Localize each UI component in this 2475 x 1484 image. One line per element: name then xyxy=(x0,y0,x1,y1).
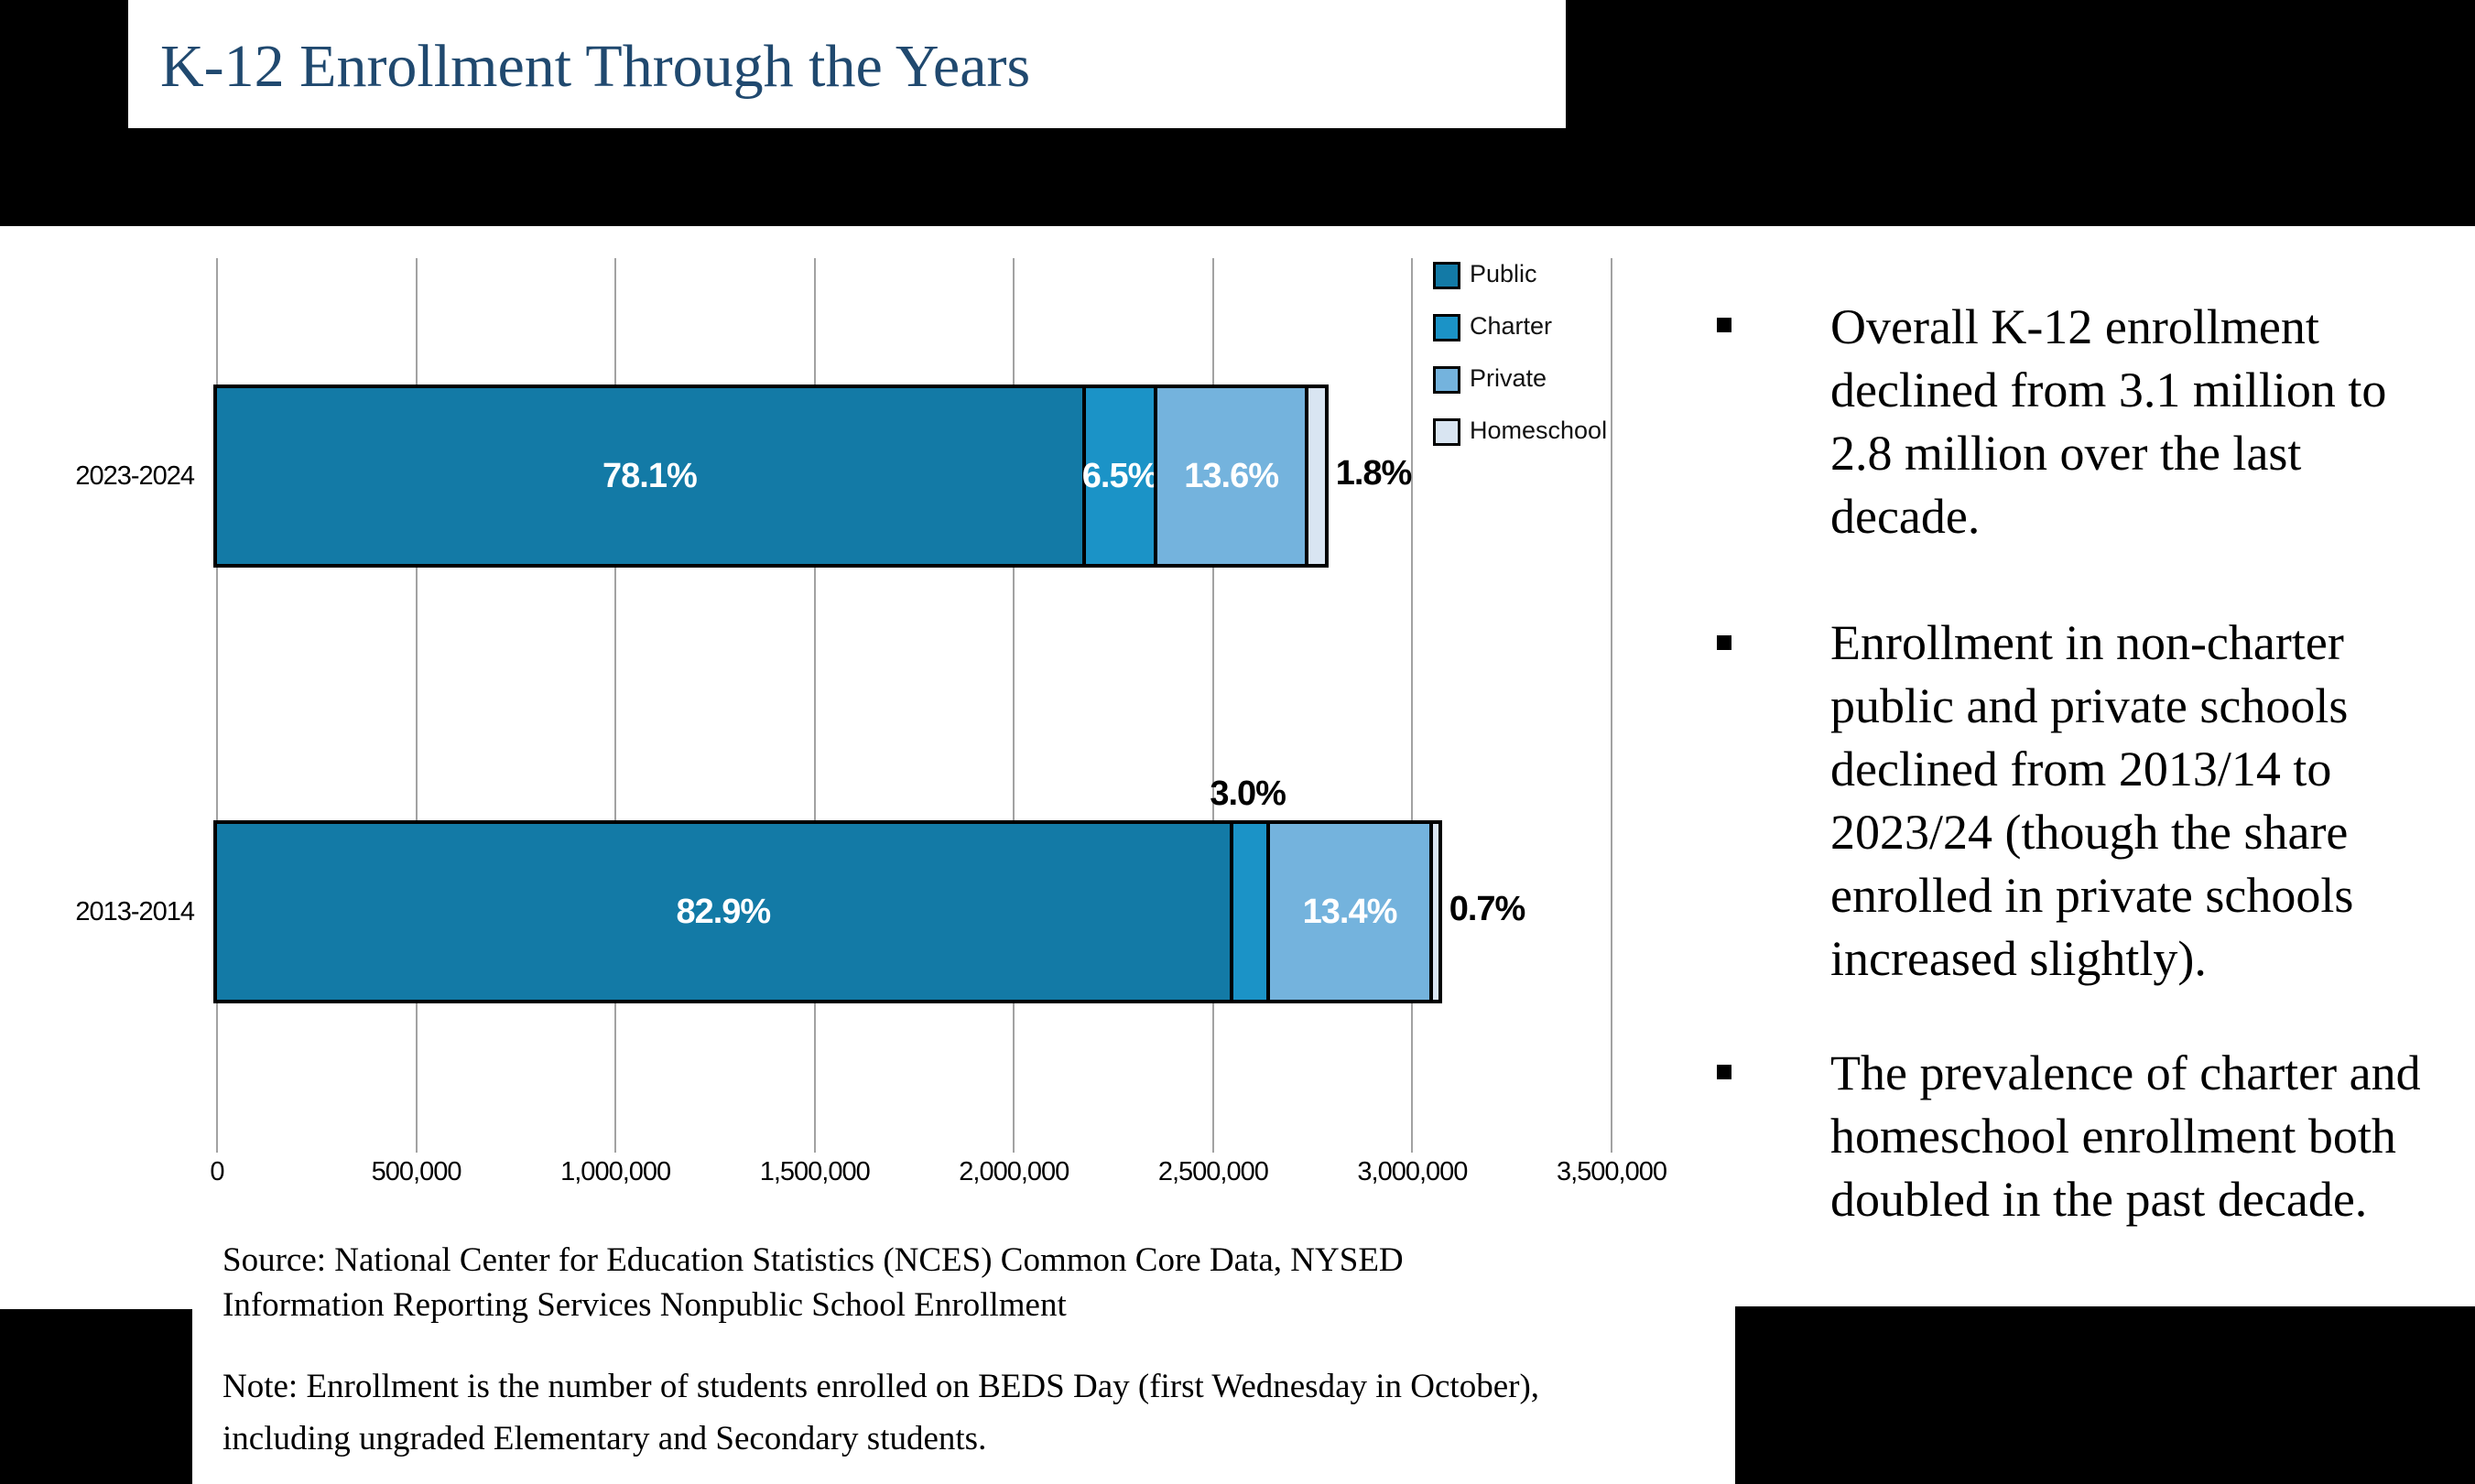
legend-swatch-icon xyxy=(1433,418,1460,446)
bar-segment-homeschool xyxy=(1429,824,1438,1000)
bottom-right-black-block xyxy=(1735,1306,2475,1484)
legend-swatch-icon xyxy=(1433,262,1460,289)
bar-segment-charter: 6.5% xyxy=(1081,388,1159,564)
y-axis-category-label: 2013-2014 xyxy=(75,897,195,926)
x-axis-tick-label: 1,500,000 xyxy=(759,1157,871,1186)
segment-value-label: 82.9% xyxy=(676,892,771,931)
segment-value-label-right: 1.8% xyxy=(1335,454,1413,493)
legend-item-private: Private xyxy=(1433,364,1612,401)
gridline xyxy=(415,258,418,1153)
x-axis-tick-label: 2,500,000 xyxy=(1157,1157,1269,1186)
segment-value-label: 13.4% xyxy=(1302,892,1398,931)
bar-segment-private: 13.4% xyxy=(1265,824,1430,1000)
bar-segment-public: 78.1% xyxy=(217,388,1082,564)
legend-label: Private xyxy=(1470,364,1547,392)
bullet-item: Enrollment in non-charter public and pri… xyxy=(1830,615,2354,986)
title-box: K-12 Enrollment Through the Years xyxy=(128,0,1566,128)
gridline xyxy=(813,258,816,1153)
x-axis-tick-label: 1,000,000 xyxy=(560,1157,671,1186)
bottom-left-black-block xyxy=(0,1309,192,1484)
legend-item-homeschool: Homeschool xyxy=(1433,417,1612,453)
bullet-item: The prevalence of charter and homeschool… xyxy=(1830,1045,2421,1227)
x-axis-tick-label: 0 xyxy=(210,1157,224,1186)
legend-label: Public xyxy=(1470,260,1537,287)
x-axis-tick-label: 2,000,000 xyxy=(959,1157,1069,1186)
bar-segment-private: 13.6% xyxy=(1154,388,1305,564)
segment-value-label: 78.1% xyxy=(602,456,698,495)
gridline xyxy=(1013,258,1015,1153)
gridline xyxy=(1411,258,1414,1153)
bullet-square-icon xyxy=(1717,318,1731,332)
bullet-square-icon xyxy=(1717,1065,1731,1079)
bar-row: 78.1% 6.5% 13.6% xyxy=(213,385,1329,568)
gridline xyxy=(614,258,617,1153)
x-axis-tick-label: 500,000 xyxy=(371,1157,462,1186)
y-axis-category-label: 2023-2024 xyxy=(75,461,195,491)
slide-body: 0 500,000 1,000,000 1,500,000 2,000,000 2,500… xyxy=(0,226,2475,1484)
segment-value-label: 6.5% xyxy=(1081,456,1159,495)
bullet-square-icon xyxy=(1717,635,1731,650)
gridline xyxy=(216,258,218,1153)
legend-item-public: Public xyxy=(1433,260,1612,297)
source-note: Source: National Center for Education St… xyxy=(223,1241,1404,1324)
gridline xyxy=(1611,258,1612,1153)
legend-label: Charter xyxy=(1470,312,1553,340)
legend-item-charter: Charter xyxy=(1433,312,1612,349)
legend-swatch-icon xyxy=(1433,314,1460,341)
page-title: K-12 Enrollment Through the Years xyxy=(160,33,1031,100)
segment-value-label-right: 0.7% xyxy=(1449,890,1526,928)
gridline xyxy=(1211,258,1214,1153)
legend-swatch-icon xyxy=(1433,366,1460,394)
segment-value-label-above: 3.0% xyxy=(1210,774,1286,813)
bar-segment-homeschool xyxy=(1304,388,1325,564)
bar-segment-public: 82.9% xyxy=(217,824,1230,1000)
x-axis-tick-label: 3,500,000 xyxy=(1556,1157,1667,1186)
legend-label: Homeschool xyxy=(1470,417,1608,444)
bar-segment-charter xyxy=(1229,824,1266,1000)
bar-row: 82.9% 13.4% xyxy=(213,820,1442,1003)
segment-value-label: 13.6% xyxy=(1184,456,1279,495)
beds-day-note: Note: Enrollment is the number of studen… xyxy=(223,1368,1540,1457)
bullet-item: Overall K-12 enrollment declined from 3.… xyxy=(1830,299,2387,544)
x-axis-tick-label: 3,000,000 xyxy=(1357,1157,1468,1186)
